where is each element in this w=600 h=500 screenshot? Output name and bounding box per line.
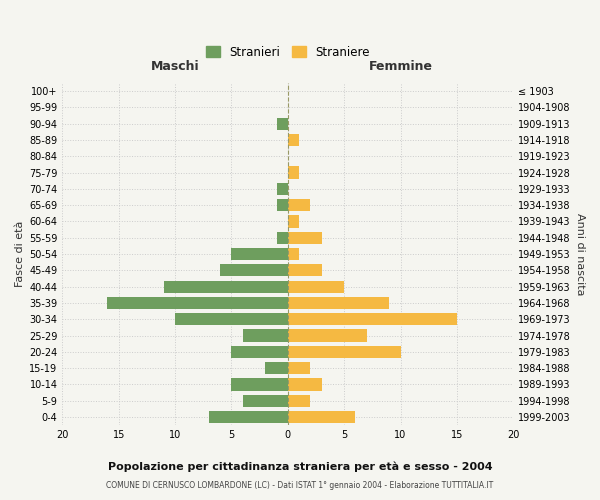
Text: Popolazione per cittadinanza straniera per età e sesso - 2004: Popolazione per cittadinanza straniera p… bbox=[107, 462, 493, 472]
Bar bbox=[277, 183, 288, 195]
Bar bbox=[277, 232, 288, 244]
Bar bbox=[243, 330, 288, 342]
Text: Femmine: Femmine bbox=[368, 60, 433, 73]
Bar bbox=[220, 264, 288, 276]
Bar bbox=[209, 411, 288, 423]
Text: COMUNE DI CERNUSCO LOMBARDONE (LC) - Dati ISTAT 1° gennaio 2004 - Elaborazione T: COMUNE DI CERNUSCO LOMBARDONE (LC) - Dat… bbox=[106, 481, 494, 490]
Bar bbox=[288, 166, 299, 178]
Y-axis label: Anni di nascita: Anni di nascita bbox=[575, 213, 585, 296]
Bar bbox=[288, 199, 310, 211]
Bar bbox=[288, 216, 299, 228]
Bar bbox=[277, 118, 288, 130]
Bar bbox=[288, 134, 299, 146]
Legend: Stranieri, Straniere: Stranieri, Straniere bbox=[201, 41, 375, 64]
Bar bbox=[288, 280, 344, 293]
Bar bbox=[175, 313, 288, 326]
Bar bbox=[288, 394, 310, 407]
Bar bbox=[232, 378, 288, 390]
Bar bbox=[265, 362, 288, 374]
Bar bbox=[288, 346, 401, 358]
Y-axis label: Fasce di età: Fasce di età bbox=[15, 221, 25, 288]
Bar bbox=[288, 264, 322, 276]
Bar bbox=[288, 313, 457, 326]
Bar bbox=[232, 346, 288, 358]
Bar bbox=[288, 232, 322, 244]
Bar bbox=[288, 248, 299, 260]
Bar bbox=[107, 297, 288, 309]
Bar bbox=[243, 394, 288, 407]
Bar bbox=[288, 362, 310, 374]
Bar bbox=[288, 411, 355, 423]
Bar bbox=[164, 280, 288, 293]
Bar bbox=[232, 248, 288, 260]
Bar bbox=[277, 199, 288, 211]
Bar bbox=[288, 297, 389, 309]
Bar bbox=[288, 330, 367, 342]
Text: Maschi: Maschi bbox=[151, 60, 199, 73]
Bar bbox=[288, 378, 322, 390]
